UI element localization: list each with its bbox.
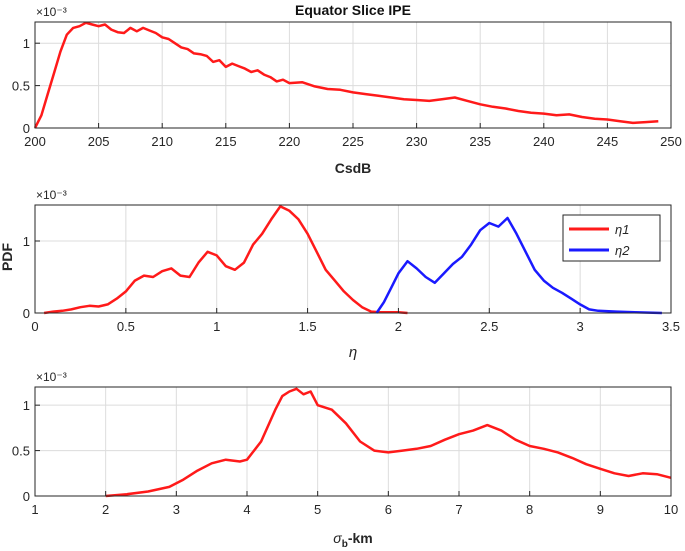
x-tick-label: 10 [664,502,678,517]
panel-1-series-line-1 [33,21,659,129]
x-tick-label: 230 [406,134,428,149]
panel-3-axes-box [34,386,672,497]
panel-2-series-line-2 [375,216,662,315]
x-tick-label: 0.5 [117,319,135,334]
panel-2-xlabel: η [349,344,357,361]
y-tick-label: 1 [23,36,30,51]
panel-1-series [33,21,659,129]
x-tick-label: 2.5 [480,319,498,334]
x-tick-label: 6 [385,502,392,517]
panel-3-ticks: 1 2 3 4 5 6 7 8 9 10 0 0.5 1 [12,398,678,517]
x-tick-label: 220 [279,134,301,149]
panel-3-series [105,387,672,498]
x-tick-label: 210 [151,134,173,149]
panel-2-series-line-1 [43,205,408,315]
panel-3-series-line-1 [105,387,672,498]
panel-1-ticks: 200 205 210 215 220 225 230 235 240 245 250 0 0.5 1 [12,36,682,149]
panel-2-ticks: 0 0.5 1 1.5 2 2.5 3 3.5 0 1 [23,234,680,334]
x-tick-label: 245 [597,134,619,149]
panel-1-xlabel: CsdB [335,160,372,176]
x-tick-label: 1 [213,319,220,334]
shared-ylabel: PDF [0,243,15,271]
x-tick-label: 2 [102,502,109,517]
legend-label-eta1: η1 [615,222,629,237]
panel-1-grid [34,22,672,129]
panel-1-title: Equator Slice IPE [295,2,411,18]
y-tick-label: 0.5 [12,444,30,459]
y-tick-label: 0.5 [12,79,30,94]
panel-2: ×10⁻³ 0 0.5 1 1.5 2 2.5 3 3.5 0 1 η η1 η2 [23,188,680,361]
y-tick-label: 1 [23,398,30,413]
y-tick-label: 0 [23,306,30,321]
legend-box [562,214,661,262]
x-tick-label: 3 [577,319,584,334]
panel-2-series [43,205,662,315]
x-tick-label: 7 [455,502,462,517]
panel-3-grid [34,387,672,497]
x-tick-label: 1.5 [299,319,317,334]
panel-2-axes-box [34,204,672,314]
x-tick-label: 235 [469,134,491,149]
y-tick-label: 0 [23,489,30,504]
x-tick-label: 3 [173,502,180,517]
panel-3-xlabel: σb-km [333,530,372,550]
x-tick-label: 3.5 [662,319,680,334]
panel-1: Equator Slice IPE ×10⁻³ 200 205 210 215 220 2… [12,2,682,176]
x-tick-label: 2 [395,319,402,334]
panel-3-exponent: ×10⁻³ [36,370,67,384]
x-tick-label: 225 [342,134,364,149]
x-tick-label: 5 [314,502,321,517]
legend-label-eta2: η2 [615,243,630,258]
panel-1-exponent: ×10⁻³ [36,5,67,19]
x-tick-label: 240 [533,134,555,149]
x-tick-label: 9 [597,502,604,517]
panel-2-exponent: ×10⁻³ [36,188,67,202]
x-tick-label: 250 [660,134,682,149]
legend: η1 η2 [562,214,661,262]
y-tick-label: 0 [23,121,30,136]
x-tick-label: 205 [88,134,110,149]
y-tick-label: 1 [23,234,30,249]
x-tick-label: 1 [31,502,38,517]
panel-3: ×10⁻³ 1 2 3 4 5 6 7 8 9 10 0 0.5 1 σb-km [12,370,678,550]
x-tick-label: 4 [243,502,250,517]
x-tick-label: 215 [215,134,237,149]
x-tick-label: 200 [24,134,46,149]
x-tick-label: 0 [31,319,38,334]
x-tick-label: 8 [526,502,533,517]
